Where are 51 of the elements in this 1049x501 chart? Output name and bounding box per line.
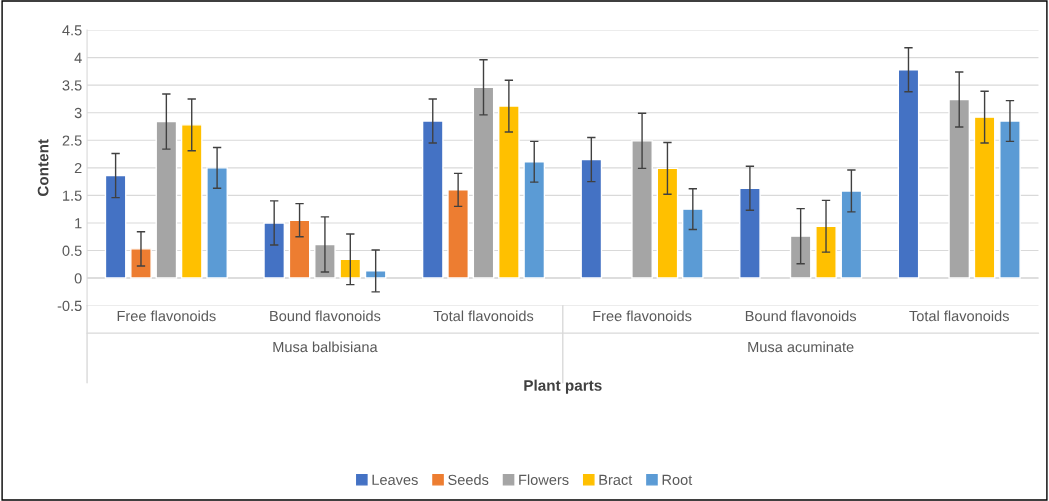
text: Musa balbisiana [273, 341, 378, 353]
y-tick-label: 2.5 [62, 135, 82, 146]
x-tick-label: Free flavonoids [593, 310, 692, 322]
legend-label: Seeds [448, 474, 489, 485]
bar [339, 258, 362, 279]
legend-label: Leaves [372, 474, 418, 485]
bar [840, 190, 863, 279]
y-tick-label: 1 [75, 218, 82, 229]
bar [999, 120, 1021, 279]
y-tick-label: 1.5 [63, 190, 82, 201]
bar [523, 161, 546, 279]
bar [447, 189, 469, 279]
bar [288, 219, 311, 279]
bar [263, 222, 286, 279]
bar [789, 235, 812, 279]
bar [104, 174, 127, 279]
legend-label: Bract [599, 474, 633, 485]
bar [472, 86, 495, 279]
bar [580, 158, 603, 279]
bar [973, 116, 996, 279]
y-tick-label: 4.5 [62, 25, 82, 36]
legend-label: Root [662, 474, 693, 485]
bar [206, 167, 228, 279]
x-tick-label: Bound flavonoids [745, 310, 857, 322]
x-axis-title: Plant parts [524, 379, 602, 394]
bar [681, 208, 704, 279]
x-tick-label: Free flavonoids [117, 310, 216, 322]
y-tick-label: -0.5 [57, 300, 82, 312]
x-tick-label: Total flavonoids [433, 310, 534, 322]
y-tick-label: 4 [74, 52, 82, 63]
y-axis-title: Content [37, 139, 49, 197]
legend-label: Flowers [519, 474, 569, 485]
text: Musa acuminate [748, 341, 854, 353]
bar [180, 124, 203, 279]
y-tick-label: 0.5 [62, 245, 82, 256]
y-tick-label: 2 [74, 162, 82, 174]
bar [498, 105, 520, 279]
bar [421, 120, 444, 279]
bar [631, 140, 653, 279]
bar [155, 120, 178, 279]
bar [739, 187, 761, 279]
y-tick-label: 0 [74, 273, 82, 284]
bar [815, 225, 837, 279]
bar [948, 98, 971, 279]
bar [364, 270, 387, 279]
y-tick-label: 3 [74, 107, 82, 119]
x-tick-label: Total flavonoids [909, 310, 1009, 322]
y-tick-label: 3.5 [62, 80, 82, 91]
bar [897, 69, 920, 279]
x-tick-label: Bound flavonoids [270, 310, 381, 322]
bar [656, 167, 679, 279]
